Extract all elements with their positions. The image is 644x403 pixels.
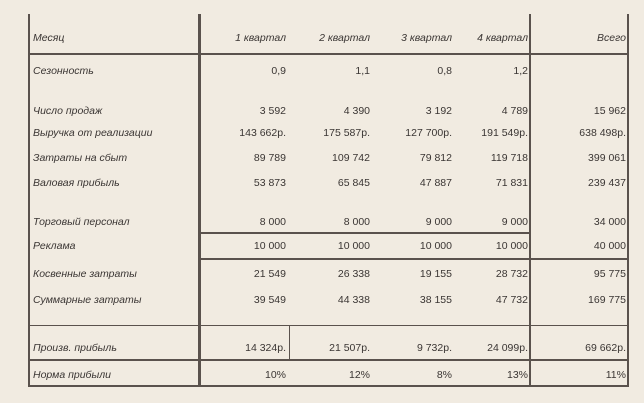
border-right <box>627 14 629 386</box>
divider-label-col <box>198 14 201 386</box>
row-label: Число продаж <box>33 105 103 117</box>
col-q1: 1 квартал <box>235 32 286 44</box>
table-row: Суммарные затраты 39 549 44 338 38 155 47 73… <box>28 294 628 308</box>
cell-value: 8% <box>436 369 452 381</box>
border-bottom <box>28 385 629 387</box>
cell-value: 19 155 <box>419 268 452 280</box>
row-label: Косвенные затраты <box>33 268 137 280</box>
cell-value: 13% <box>506 369 528 381</box>
cell-value: 47 732 <box>495 294 528 306</box>
cell-value: 175 587р. <box>323 127 370 139</box>
cell-value: 0,9 <box>271 65 286 77</box>
cell-value: 89 789 <box>253 152 286 164</box>
col-q3: 3 квартал <box>401 32 452 44</box>
row-label: Валовая прибыль <box>33 177 120 189</box>
cell-value: 191 549р. <box>481 127 528 139</box>
line-under-staff <box>198 232 531 234</box>
table-row: Затраты на сбыт 89 789 109 742 79 812 119 71… <box>28 152 628 166</box>
header-row: Месяц 1 квартал 2 квартал 3 квартал 4 кв… <box>28 32 628 46</box>
cell-value: 9 000 <box>501 216 528 228</box>
row-label: Норма прибыли <box>33 369 111 381</box>
row-label: Реклама <box>33 240 76 252</box>
cell-value: 1,1 <box>355 65 370 77</box>
table-row: Выручка от реализации 143 662р. 175 587р. 1… <box>28 127 628 141</box>
cell-value: 44 338 <box>337 294 370 306</box>
row-label: Произв. прибыль <box>33 342 117 354</box>
line-above-profit <box>28 325 629 326</box>
row-label: Суммарные затраты <box>33 294 142 306</box>
cell-value: 24 099р. <box>487 342 528 354</box>
cell-value: 10 000 <box>337 240 370 252</box>
cell-value: 11% <box>605 369 626 381</box>
cell-value: 39 549 <box>253 294 286 306</box>
cell-value: 638 498р. <box>579 127 626 139</box>
cell-value: 71 831 <box>495 177 528 189</box>
divider-total-col <box>529 14 531 386</box>
cell-value: 3 592 <box>259 105 286 117</box>
cell-value: 10 000 <box>253 240 286 252</box>
line-above-margin <box>28 359 629 361</box>
cell-value: 12% <box>348 369 370 381</box>
cell-value: 1,2 <box>513 65 528 77</box>
cell-value: 47 887 <box>419 177 452 189</box>
cell-value: 109 742 <box>332 152 370 164</box>
cell-value: 9 000 <box>425 216 452 228</box>
cell-value: 10 000 <box>495 240 528 252</box>
cell-value: 53 873 <box>253 177 286 189</box>
cell-value: 28 732 <box>495 268 528 280</box>
table-row: Число продаж 3 592 4 390 3 192 4 789 15 962 <box>28 105 628 119</box>
cell-value: 15 962 <box>593 105 626 117</box>
cell-value: 3 192 <box>425 105 452 117</box>
cell-value: 8 000 <box>259 216 286 228</box>
table-row: Норма прибыли 10% 12% 8% 13% 11% <box>28 369 628 383</box>
cell-value: 0,8 <box>437 65 452 77</box>
cell-value: 38 155 <box>419 294 452 306</box>
cell-value: 9 732р. <box>416 342 452 354</box>
cell-value: 14 324р. <box>245 342 286 354</box>
profit-q1-box <box>289 325 290 360</box>
cell-value: 4 390 <box>343 105 370 117</box>
cell-value: 10% <box>264 369 286 381</box>
cell-value: 169 775 <box>588 294 626 306</box>
cell-value: 119 718 <box>490 152 528 164</box>
cell-value: 65 845 <box>337 177 370 189</box>
cell-value: 79 812 <box>419 152 452 164</box>
border-left <box>28 14 30 386</box>
table-row: Реклама 10 000 10 000 10 000 10 000 40 000 <box>28 240 628 254</box>
cell-value: 399 061 <box>588 152 626 164</box>
cell-value: 127 700р. <box>405 127 452 139</box>
row-label: Сезонность <box>33 65 94 77</box>
table-row: Косвенные затраты 21 549 26 338 19 155 28 73… <box>28 268 628 282</box>
row-label: Торговый персонал <box>33 216 130 228</box>
col-total: Всего <box>597 32 626 44</box>
table-row: Произв. прибыль 14 324р. 21 507р. 9 732р. 24… <box>28 342 628 356</box>
cell-value: 8 000 <box>343 216 370 228</box>
cell-value: 21 549 <box>253 268 286 280</box>
header-label: Месяц <box>33 32 65 44</box>
header-underline <box>28 53 629 55</box>
col-q2: 2 квартал <box>319 32 370 44</box>
cell-value: 95 775 <box>593 268 626 280</box>
row-label: Затраты на сбыт <box>33 152 128 164</box>
cell-value: 239 437 <box>588 177 626 189</box>
col-q4: 4 квартал <box>477 32 528 44</box>
table-row: Валовая прибыль 53 873 65 845 47 887 71 831 2… <box>28 177 628 191</box>
line-under-ads <box>198 258 629 260</box>
cell-value: 34 000 <box>593 216 626 228</box>
cell-value: 10 000 <box>419 240 452 252</box>
cell-value: 69 662р. <box>585 342 626 354</box>
row-label: Выручка от реализации <box>33 127 153 139</box>
table-row: Торговый персонал 8 000 8 000 9 000 9 000 34 … <box>28 216 628 230</box>
cell-value: 21 507р. <box>329 342 370 354</box>
cell-value: 143 662р. <box>239 127 286 139</box>
table-row: Сезонность 0,9 1,1 0,8 1,2 <box>28 65 628 79</box>
cell-value: 4 789 <box>501 105 528 117</box>
cell-value: 26 338 <box>337 268 370 280</box>
cell-value: 40 000 <box>593 240 626 252</box>
